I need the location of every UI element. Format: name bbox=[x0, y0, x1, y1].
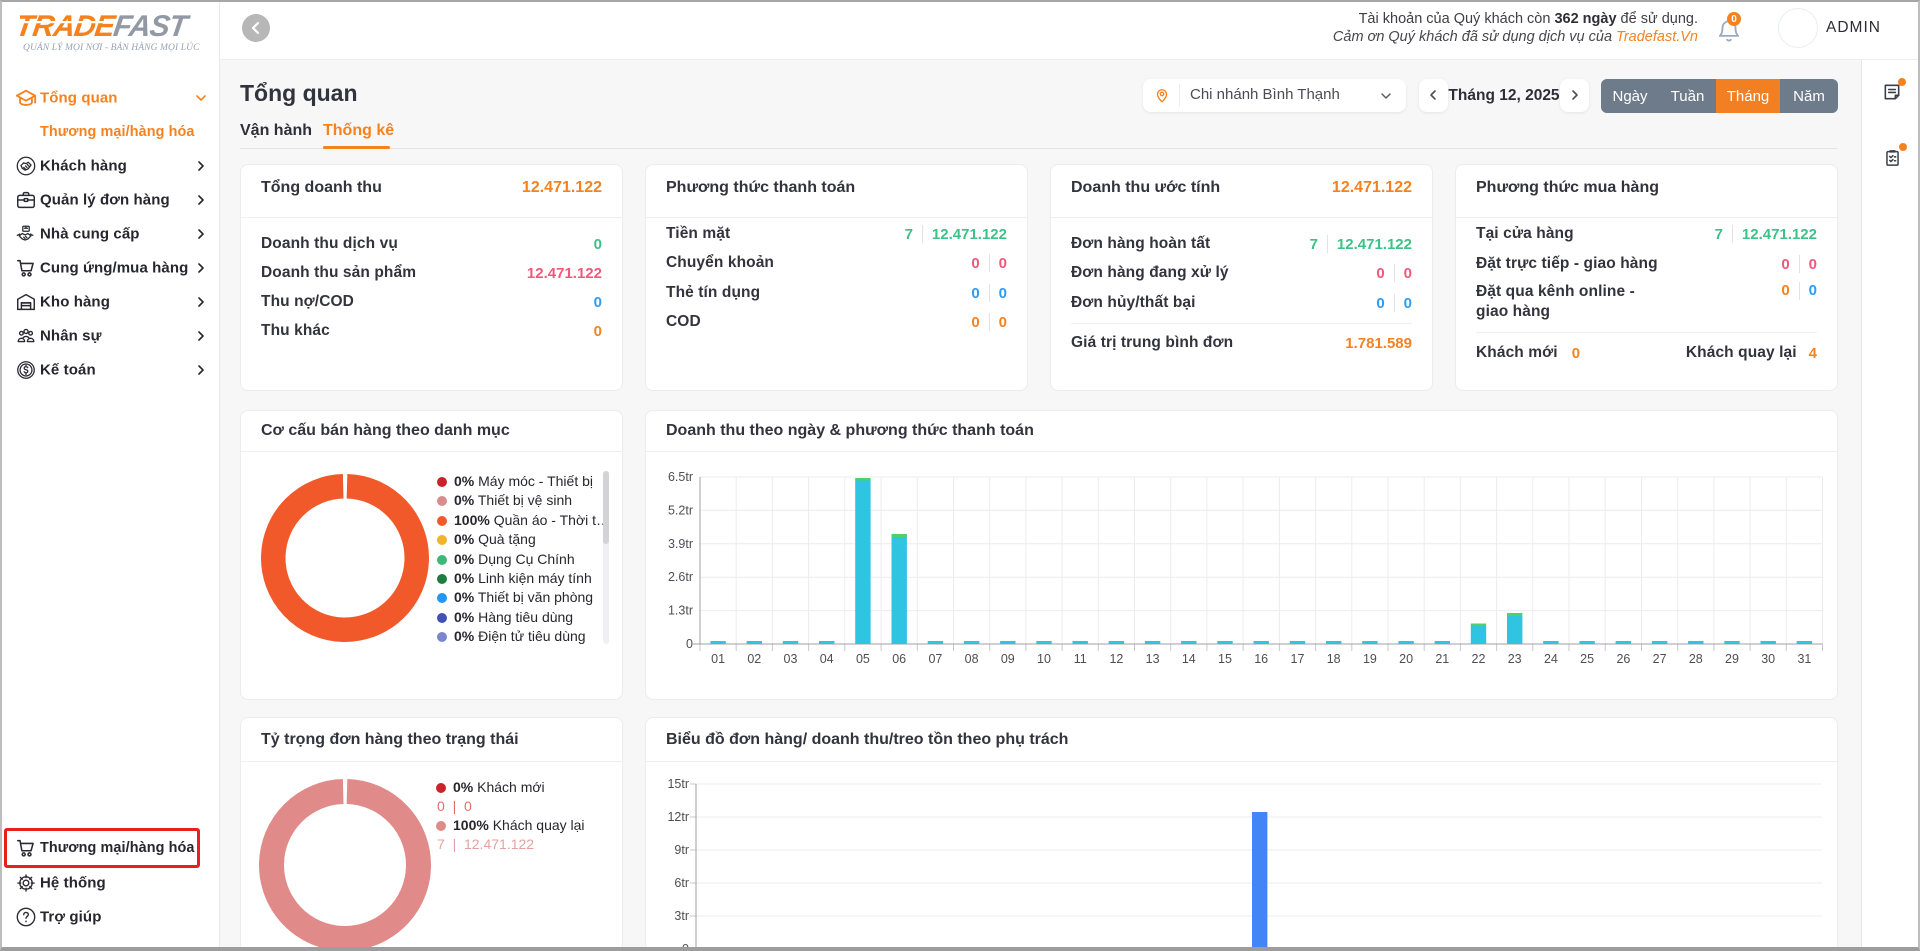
svg-text:19: 19 bbox=[1363, 652, 1377, 666]
svg-text:02: 02 bbox=[747, 652, 761, 666]
svg-text:6.5tr: 6.5tr bbox=[668, 470, 693, 484]
svg-text:0: 0 bbox=[686, 637, 693, 651]
svg-text:24: 24 bbox=[1544, 652, 1558, 666]
svg-text:9tr: 9tr bbox=[674, 843, 689, 857]
svg-text:0: 0 bbox=[682, 942, 689, 951]
svg-text:10: 10 bbox=[1037, 652, 1051, 666]
svg-text:3.9tr: 3.9tr bbox=[668, 537, 693, 551]
svg-text:13: 13 bbox=[1146, 652, 1160, 666]
svg-text:27: 27 bbox=[1653, 652, 1667, 666]
svg-text:31: 31 bbox=[1797, 652, 1811, 666]
svg-text:12: 12 bbox=[1109, 652, 1123, 666]
svg-text:04: 04 bbox=[820, 652, 834, 666]
svg-text:14: 14 bbox=[1182, 652, 1196, 666]
svg-text:18: 18 bbox=[1327, 652, 1341, 666]
svg-text:23: 23 bbox=[1508, 652, 1522, 666]
svg-text:17: 17 bbox=[1291, 652, 1305, 666]
svg-text:15tr: 15tr bbox=[667, 777, 689, 791]
svg-text:16: 16 bbox=[1254, 652, 1268, 666]
svg-text:3tr: 3tr bbox=[674, 909, 689, 923]
svg-text:20: 20 bbox=[1399, 652, 1413, 666]
svg-text:TRADE: TRADE bbox=[20, 10, 118, 43]
svg-text:07: 07 bbox=[928, 652, 942, 666]
svg-text:21: 21 bbox=[1435, 652, 1449, 666]
svg-text:11: 11 bbox=[1074, 652, 1087, 666]
svg-text:6tr: 6tr bbox=[674, 876, 689, 890]
svg-text:5.2tr: 5.2tr bbox=[668, 503, 693, 517]
svg-text:12tr: 12tr bbox=[667, 810, 689, 824]
svg-text:03: 03 bbox=[784, 652, 798, 666]
svg-text:09: 09 bbox=[1001, 652, 1015, 666]
svg-text:28: 28 bbox=[1689, 652, 1703, 666]
svg-text:1.3tr: 1.3tr bbox=[668, 604, 693, 618]
svg-text:26: 26 bbox=[1616, 652, 1630, 666]
svg-text:15: 15 bbox=[1218, 652, 1232, 666]
svg-text:05: 05 bbox=[856, 652, 870, 666]
svg-text:06: 06 bbox=[892, 652, 906, 666]
svg-text:30: 30 bbox=[1761, 652, 1775, 666]
svg-text:08: 08 bbox=[965, 652, 979, 666]
svg-text:FAST: FAST bbox=[111, 10, 192, 43]
svg-text:22: 22 bbox=[1472, 652, 1486, 666]
svg-text:29: 29 bbox=[1725, 652, 1739, 666]
svg-text:01: 01 bbox=[711, 652, 725, 666]
svg-text:2.6tr: 2.6tr bbox=[668, 570, 693, 584]
svg-text:25: 25 bbox=[1580, 652, 1594, 666]
